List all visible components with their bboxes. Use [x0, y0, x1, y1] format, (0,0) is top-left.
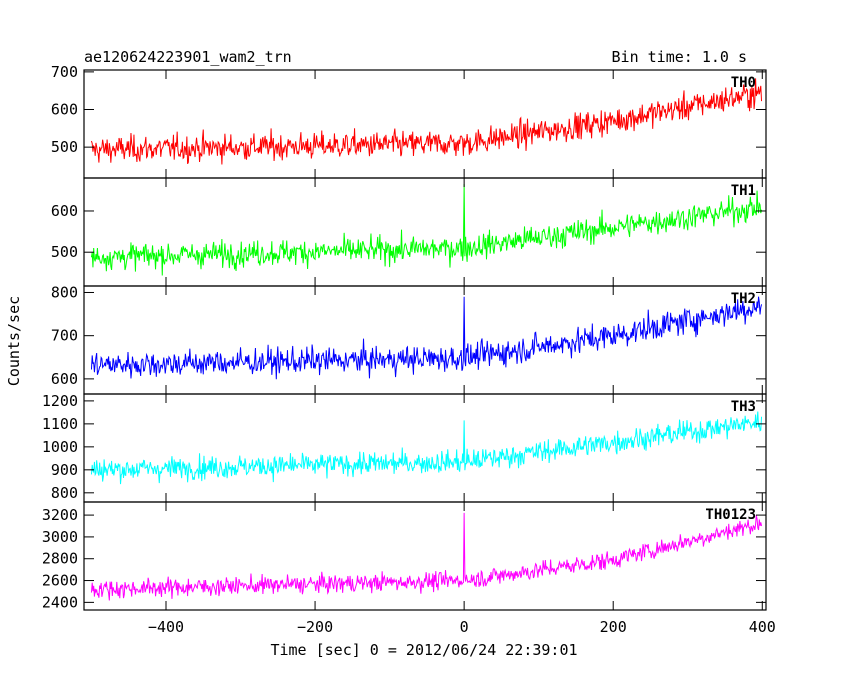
plot-title: ae120624223901_wam2_trn	[84, 48, 292, 66]
x-axis: −400 −200 0 200 400	[148, 70, 776, 636]
y-tick-label: 800	[51, 484, 78, 502]
x-tick-label: 0	[460, 618, 469, 636]
series-line-th0123	[90, 512, 763, 601]
y-tick-label: 900	[51, 461, 78, 479]
panel-th1: 500 600 TH1	[51, 177, 767, 287]
x-tick-label: 400	[749, 618, 776, 636]
y-tick-label: 500	[51, 138, 78, 156]
y-tick-label: 600	[51, 202, 78, 220]
panel-frame	[83, 393, 767, 503]
panel-frame	[83, 69, 767, 179]
series-line-th1	[90, 184, 763, 276]
y-tick-label: 600	[51, 370, 78, 388]
x-axis-label: Time [sec] 0 = 2012/06/24 22:39:01	[270, 641, 577, 659]
series-line-th3	[90, 411, 763, 485]
series-line-th0	[90, 78, 763, 165]
panel-label: TH0123	[705, 507, 756, 523]
bin-time-label: Bin time: 1.0 s	[612, 48, 747, 66]
panel-th3: 800 900 1000 1100 1200 TH3	[42, 392, 767, 503]
y-tick-label: 3000	[42, 528, 78, 546]
panel-th2: 600 700 800 TH2	[51, 283, 767, 395]
y-tick-label: 2800	[42, 550, 78, 568]
y-tick-label: 2400	[42, 593, 78, 611]
panel-label: TH2	[731, 291, 756, 307]
y-tick-label: 800	[51, 283, 78, 301]
x-tick-label: 200	[600, 618, 627, 636]
x-tick-label: −400	[148, 618, 184, 636]
y-tick-label: 600	[51, 101, 78, 119]
panel-label: TH0	[731, 75, 756, 91]
panels-group: 500 600 700 TH0 500 600 TH1 600 700 800 TH2 800 900 1…	[42, 63, 767, 611]
panel-label: TH3	[731, 399, 756, 415]
y-axis-label: Counts/sec	[5, 296, 23, 386]
panel-th0: 500 600 700 TH0	[51, 63, 767, 179]
panel-frame	[83, 501, 767, 611]
panel-frame	[83, 285, 767, 395]
y-tick-label: 3200	[42, 506, 78, 524]
x-tick-label: −200	[297, 618, 333, 636]
series-line-th2	[90, 296, 763, 380]
panel-label: TH1	[731, 183, 756, 199]
y-tick-label: 1200	[42, 392, 78, 410]
y-tick-label: 700	[51, 327, 78, 345]
y-tick-label: 500	[51, 243, 78, 261]
y-tick-label: 700	[51, 63, 78, 81]
y-tick-label: 2600	[42, 572, 78, 590]
panel-frame	[83, 177, 767, 287]
y-tick-label: 1000	[42, 438, 78, 456]
panel-th0123: 2400 2600 2800 3000 3200 TH0123	[42, 501, 767, 611]
y-tick-label: 1100	[42, 415, 78, 433]
